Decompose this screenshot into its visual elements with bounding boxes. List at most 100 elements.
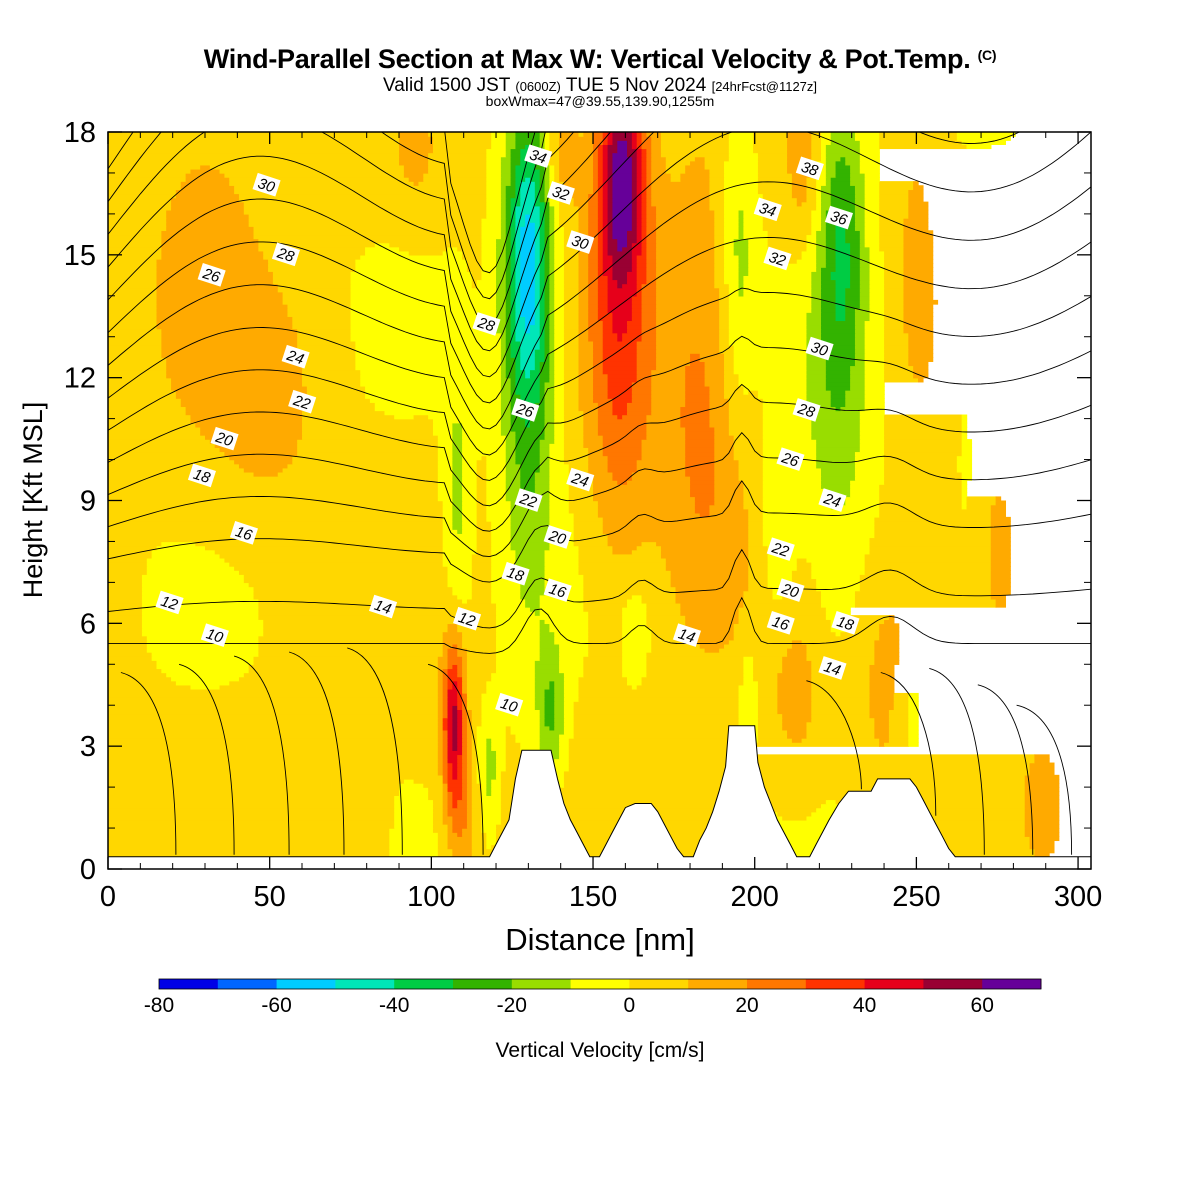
velocity-cell: [510, 177, 517, 182]
velocity-cell: [1024, 774, 1060, 780]
velocity-cell: [612, 168, 633, 174]
velocity-cell: [457, 721, 463, 727]
velocity-cell: [602, 177, 609, 182]
velocity-cell: [539, 332, 546, 338]
velocity-cell: [622, 283, 638, 289]
velocity-cell: [549, 520, 575, 526]
velocity-cell: [825, 222, 837, 227]
velocity-cell: [607, 217, 614, 223]
velocity-cell: [636, 181, 643, 186]
velocity-cell: [869, 283, 885, 289]
velocity-cell: [544, 312, 551, 317]
velocity-cell: [350, 283, 473, 289]
velocity-cell: [990, 553, 1011, 559]
velocity-cell: [903, 283, 934, 289]
velocity-cell: [651, 402, 686, 408]
velocity-cell: [462, 672, 468, 678]
velocity-cell: [108, 574, 143, 579]
velocity-cell: [685, 451, 715, 457]
velocity-cell: [641, 197, 648, 203]
velocity-cell: [399, 140, 434, 145]
velocity-cell: [641, 439, 686, 444]
velocity-cell: [544, 389, 555, 395]
velocity-cell: [704, 160, 725, 166]
box-info: boxWmax=47@39.55,139.90,1255m: [485, 93, 715, 109]
velocity-cell: [821, 340, 856, 346]
velocity-cell: [709, 385, 725, 391]
velocity-cell: [529, 422, 546, 428]
velocity-cell: [534, 185, 541, 191]
velocity-cell: [588, 635, 623, 641]
velocity-cell: [108, 537, 444, 543]
velocity-cell: [825, 263, 837, 268]
velocity-cell: [830, 181, 851, 186]
velocity-cell: [350, 291, 497, 297]
velocity-cell: [554, 291, 565, 297]
velocity-cell: [656, 283, 715, 289]
velocity-cell: [714, 275, 725, 281]
velocity-cell: [437, 733, 444, 739]
velocity-cell: [510, 148, 521, 154]
velocity-cell: [292, 455, 439, 461]
velocity-cell: [248, 582, 449, 588]
colorbar-swatch: [453, 979, 513, 989]
velocity-cell: [108, 746, 439, 751]
velocity-cell: [583, 656, 623, 661]
velocity-cell: [694, 508, 711, 514]
contour-label: 16: [766, 611, 795, 635]
velocity-cell: [534, 611, 541, 616]
velocity-cell: [161, 246, 260, 252]
velocity-cell: [302, 361, 357, 367]
velocity-cell: [539, 299, 546, 305]
velocity-cell: [549, 488, 570, 494]
velocity-cell: [748, 520, 764, 526]
velocity-cell: [447, 791, 454, 796]
velocity-cell: [432, 418, 502, 424]
velocity-cell: [850, 242, 861, 248]
velocity-cell: [559, 205, 580, 211]
velocity-cell: [510, 328, 517, 334]
velocity-cell: [544, 701, 555, 706]
velocity-cell: [728, 287, 740, 293]
velocity-cell: [549, 201, 560, 207]
velocity-cell: [714, 443, 735, 448]
velocity-cell: [806, 234, 817, 240]
velocity-cell: [607, 164, 614, 170]
velocity-cell: [864, 553, 992, 559]
velocity-cell: [956, 132, 1016, 137]
velocity-cell: [641, 185, 648, 191]
velocity-cell: [588, 611, 623, 616]
velocity-cell: [539, 193, 546, 199]
velocity-cell: [748, 508, 764, 514]
velocity-cell: [442, 815, 454, 821]
velocity-cell: [515, 209, 541, 215]
velocity-cell: [850, 275, 861, 281]
velocity-cell: [651, 168, 667, 174]
velocity-cell: [462, 500, 478, 506]
velocity-cell: [728, 156, 759, 162]
velocity-cell: [481, 828, 497, 833]
velocity-cell: [462, 692, 468, 698]
velocity-cell: [306, 385, 366, 391]
velocity-cell: [733, 635, 880, 641]
velocity-cell: [549, 250, 555, 256]
velocity-cell: [651, 643, 701, 649]
velocity-cell: [888, 729, 909, 735]
velocity-cell: [554, 692, 565, 698]
velocity-cell: [612, 271, 628, 276]
velocity-cell: [646, 238, 657, 244]
velocity-cell: [811, 430, 861, 436]
velocity-cell: [714, 426, 730, 432]
velocity-cell: [723, 189, 759, 195]
velocity-cell: [845, 303, 861, 309]
velocity-cell: [835, 799, 1026, 805]
velocity-cell: [859, 234, 866, 240]
velocity-cell: [767, 230, 812, 236]
velocity-cell: [437, 758, 444, 764]
velocity-cell: [597, 189, 604, 195]
velocity-cell: [505, 242, 512, 248]
velocity-cell: [728, 144, 754, 150]
velocity-cell: [1024, 815, 1060, 821]
velocity-cell: [539, 226, 546, 231]
velocity-cell: [559, 172, 594, 178]
